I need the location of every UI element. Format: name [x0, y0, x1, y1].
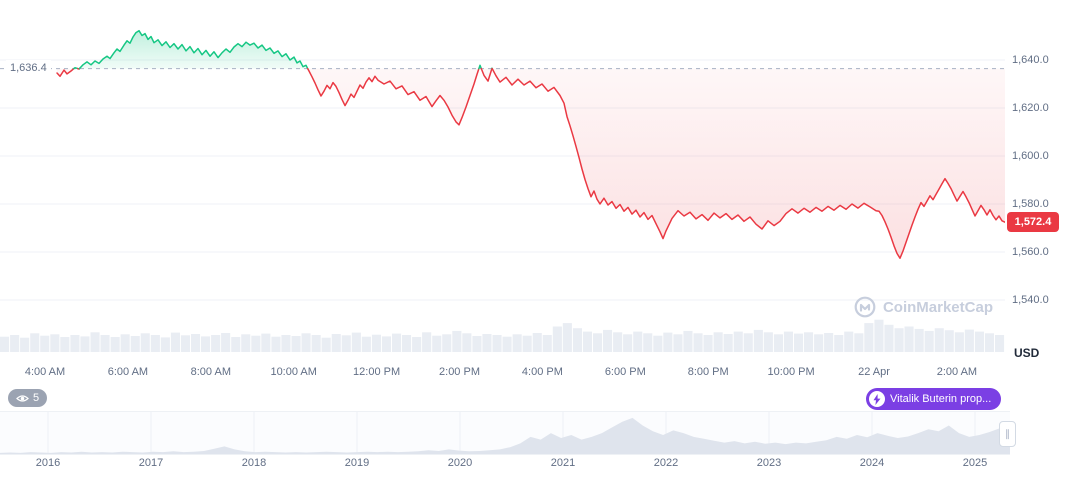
- range-navigator[interactable]: [0, 412, 1010, 454]
- time-axis: 4:00 AM 6:00 AM 8:00 AM 10:00 AM 12:00 PM 2:0…: [0, 366, 1005, 382]
- news-annotation-label: Vitalik Buterin prop...: [890, 393, 992, 405]
- year-tick-label: 2018: [241, 457, 267, 469]
- time-tick-label: 12:00 PM: [353, 366, 401, 378]
- time-tick-label: 10:00 AM: [270, 366, 317, 378]
- year-tick-label: 2017: [138, 457, 164, 469]
- eye-icon: [16, 394, 29, 402]
- currency-label: USD: [1014, 346, 1040, 360]
- y-tick-label: 1,540.0: [1012, 294, 1049, 306]
- current-price-badge: 1,572.4: [1007, 212, 1059, 233]
- y-axis[interactable]: 1,640.0 1,620.0 1,600.0 1,580.0 1,560.0 1,540…: [1012, 0, 1070, 360]
- watchers-badge[interactable]: 5: [8, 389, 48, 407]
- price-chart-canvas[interactable]: [0, 0, 1005, 360]
- year-tick-label: 2020: [447, 457, 473, 469]
- time-tick-label: 2:00 AM: [936, 366, 978, 378]
- time-tick-label: 10:00 PM: [767, 366, 815, 378]
- time-tick-label: 4:00 AM: [24, 366, 66, 378]
- grip-icon: ∥: [1005, 428, 1010, 440]
- watermark-text: CoinMarketCap: [882, 298, 993, 316]
- y-tick-label: 1,580.0: [1012, 198, 1049, 210]
- navigator-bottom-border: [0, 454, 1010, 455]
- open-price-label: 1,636.4: [6, 59, 51, 76]
- time-tick-label: 8:00 AM: [190, 366, 231, 378]
- time-tick-label: 6:00 PM: [604, 366, 646, 378]
- time-tick-label: 6:00 AM: [107, 366, 149, 378]
- year-tick-label: 2023: [756, 457, 782, 469]
- year-tick-label: 2021: [550, 457, 576, 469]
- year-tick-label: 2025: [962, 457, 988, 469]
- year-tick-label: 2019: [344, 457, 370, 469]
- time-tick-label: 4:00 PM: [521, 366, 563, 378]
- navigator-top-border: [0, 411, 1010, 412]
- year-tick-label: 2016: [35, 457, 61, 469]
- y-tick-label: 1,600.0: [1012, 150, 1049, 162]
- y-tick-label: 1,640.0: [1012, 54, 1049, 66]
- y-tick-label: 1,620.0: [1012, 102, 1049, 114]
- year-axis: 2016 2017 2018 2019 2020 2021 2022 2023 2024 2025: [0, 457, 1010, 471]
- time-tick-label: 2:00 PM: [439, 366, 480, 378]
- navigator-resize-handle[interactable]: ∥: [999, 421, 1016, 447]
- coinmarketcap-logo-icon: [854, 296, 876, 318]
- time-tick-label: 8:00 PM: [687, 366, 729, 378]
- watchers-count: 5: [33, 392, 40, 404]
- news-annotation-badge[interactable]: Vitalik Buterin prop...: [866, 388, 1002, 410]
- time-tick-label: 22 Apr: [858, 366, 890, 378]
- watermark: CoinMarketCap: [854, 296, 993, 318]
- y-tick-label: 1,560.0: [1012, 246, 1049, 258]
- year-tick-label: 2022: [653, 457, 679, 469]
- lightning-icon: [869, 391, 885, 407]
- year-tick-label: 2024: [859, 457, 885, 469]
